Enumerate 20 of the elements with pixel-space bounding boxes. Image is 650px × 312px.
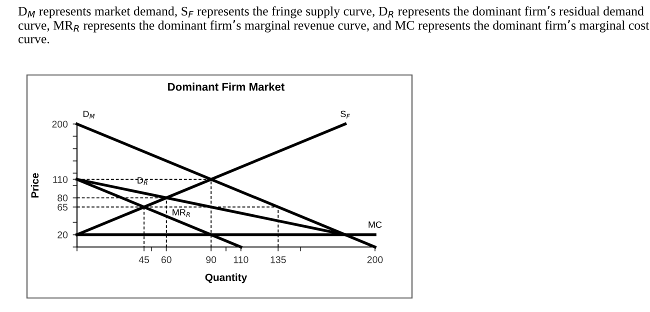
annotation: MC [368, 221, 382, 228]
y-tick-label: 200 [52, 120, 68, 128]
y-tick-label: 110 [53, 176, 68, 183]
y-tick-label: 65 [58, 204, 68, 211]
x-tick-label: 45 [138, 256, 150, 264]
x-tick-label: 60 [161, 256, 172, 264]
x-tick-label: 90 [206, 256, 216, 264]
x-tick-label: 200 [367, 256, 383, 264]
y-tick-label: 80 [58, 194, 68, 202]
x-axis-title: Quantity [205, 273, 248, 284]
chart-title: Dominant Firm Market [168, 82, 285, 91]
annotation: S$_{F}$ [340, 110, 350, 119]
x-tick-label: 110 [234, 256, 248, 264]
text: D$_{M}$ represents market demand, S$_{F}$ represents the fringe supply curve, D$_{R}$ represents the dominant firm’s residual demand curve, MR$_{R}$ represents the dominant firm’s marginal revenue curve, and MC represents the dominant firm’s marginal cost curve. [18, 6, 650, 44]
y-tick-label: 20 [58, 231, 68, 238]
y-axis-title: Price [30, 173, 39, 198]
annotation: D$_{R}$ [138, 177, 148, 185]
x-tick-label: 135 [270, 256, 286, 264]
annotation: MR$_{R}$ [172, 209, 190, 217]
annotation: D$_{M}$ [83, 110, 95, 119]
